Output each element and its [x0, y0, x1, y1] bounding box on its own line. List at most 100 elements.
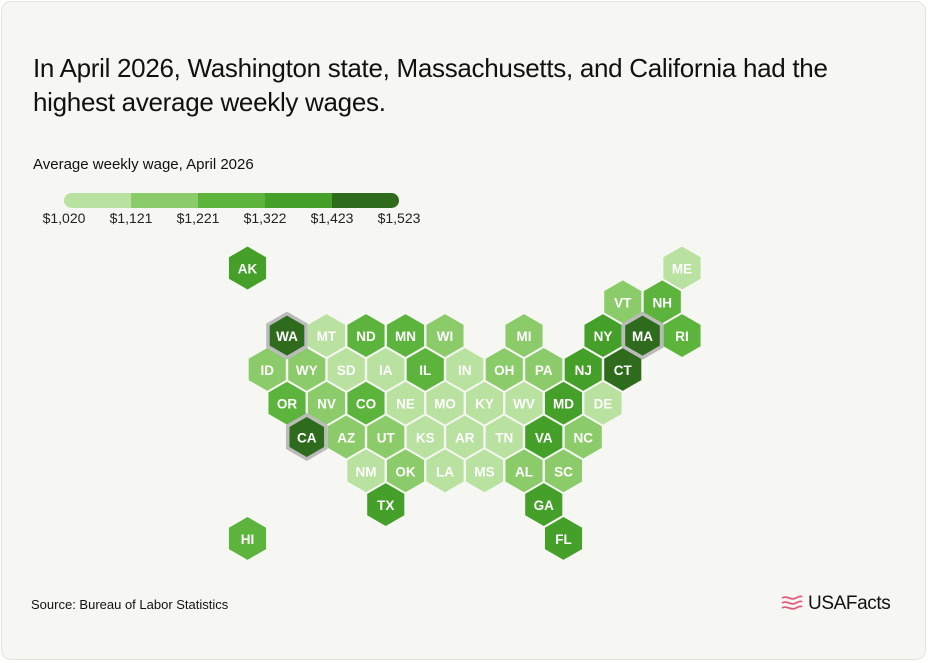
state-tile-nv: NV	[306, 380, 347, 426]
state-label: FL	[555, 532, 572, 547]
state-tile-ks: KS	[405, 414, 445, 460]
state-tile-wv: WV	[504, 380, 544, 426]
state-tile-al: AL	[504, 448, 544, 494]
state-label: SC	[554, 464, 573, 479]
brand-logo: USAFacts	[780, 593, 891, 615]
state-tile-de: DE	[583, 380, 623, 426]
state-tile-ms: MS	[464, 448, 505, 494]
state-label: MO	[434, 397, 456, 412]
state-tile-ut: UT	[366, 414, 406, 460]
state-hex	[405, 346, 445, 392]
state-label: LA	[436, 464, 454, 479]
state-tile-mt: MT	[306, 313, 347, 359]
legend-swatch-2	[131, 193, 198, 208]
state-tile-nd: ND	[346, 313, 386, 359]
legend-tick-label: $1,221	[176, 210, 220, 226]
legend-swatch-1	[64, 193, 131, 208]
state-label: MN	[395, 329, 416, 344]
state-hex	[504, 380, 544, 426]
state-label: MT	[317, 329, 337, 344]
state-tile-az: AZ	[326, 414, 366, 460]
legend-swatch-3	[198, 193, 265, 208]
state-tile-mo: MO	[425, 380, 465, 426]
state-hex	[366, 482, 406, 528]
state-hex	[405, 414, 445, 460]
legend-swatch-5	[332, 193, 399, 208]
chart-title: In April 2026, Washington state, Massach…	[33, 53, 828, 117]
state-tile-or: OR	[267, 380, 307, 426]
state-label: AZ	[337, 431, 355, 446]
state-label: KS	[416, 431, 435, 446]
state-hex	[524, 346, 564, 392]
state-hex	[385, 380, 426, 426]
state-hex	[464, 380, 505, 426]
state-hex	[504, 313, 544, 359]
state-label: NM	[356, 464, 377, 479]
state-tile-md: MD	[543, 380, 584, 426]
state-label: ME	[672, 262, 692, 277]
state-hex	[425, 313, 465, 359]
state-hex	[346, 448, 386, 494]
state-hex	[385, 313, 426, 359]
state-label: UT	[377, 431, 396, 446]
legend-tick-label: $1,423	[310, 210, 354, 226]
state-hex	[504, 448, 544, 494]
state-label: KY	[475, 397, 494, 412]
state-tile-ok: OK	[385, 448, 426, 494]
state-label: WV	[513, 397, 535, 412]
state-tile-wa: WA	[266, 311, 308, 360]
state-label: IL	[419, 363, 431, 378]
state-label: NV	[317, 397, 336, 412]
state-tile-pa: PA	[524, 346, 564, 392]
state-hex	[445, 346, 485, 392]
state-hex	[326, 346, 366, 392]
state-label: GA	[534, 498, 555, 513]
state-hex	[583, 380, 623, 426]
brand-name: USAFacts	[808, 593, 891, 614]
state-label: IA	[379, 363, 393, 378]
state-label: ND	[356, 329, 376, 344]
state-label: VT	[614, 295, 632, 310]
state-tile-sc: SC	[543, 448, 584, 494]
state-label: AK	[238, 262, 258, 277]
state-label: MA	[632, 329, 653, 344]
state-label: DE	[594, 397, 613, 412]
state-label: OH	[494, 363, 514, 378]
legend-color-bar	[64, 193, 399, 208]
state-tile-fl: FL	[543, 515, 584, 561]
state-hex	[366, 346, 406, 392]
state-tile-nj: NJ	[563, 346, 603, 392]
state-tile-mn: MN	[385, 313, 426, 359]
state-tile-in: IN	[445, 346, 485, 392]
state-label: TX	[377, 498, 394, 513]
state-label: MD	[553, 397, 574, 412]
state-tile-ne: NE	[385, 380, 426, 426]
state-tile-nm: NM	[346, 448, 386, 494]
state-hex	[425, 380, 465, 426]
state-hex	[484, 346, 524, 392]
state-label: ID	[261, 363, 275, 378]
state-hex	[285, 412, 328, 462]
state-tile-ny: NY	[583, 313, 623, 359]
state-hex	[445, 414, 485, 460]
state-tile-ca: CA	[285, 412, 328, 462]
state-tile-sd: SD	[326, 346, 366, 392]
state-label: NY	[594, 329, 613, 344]
state-hex	[484, 414, 524, 460]
state-label: NC	[574, 431, 594, 446]
state-hex	[227, 515, 268, 561]
state-hex	[543, 380, 584, 426]
state-tile-ia: IA	[366, 346, 406, 392]
state-label: WY	[296, 363, 318, 378]
state-tile-oh: OH	[484, 346, 524, 392]
state-label: OR	[277, 397, 298, 412]
state-tile-co: CO	[346, 380, 386, 426]
state-hex	[385, 448, 426, 494]
state-tile-nc: NC	[563, 414, 603, 460]
state-tile-ma: MA	[621, 311, 664, 360]
state-label: RI	[675, 329, 689, 344]
state-hex	[563, 346, 603, 392]
state-tile-ak: AK	[227, 245, 268, 291]
